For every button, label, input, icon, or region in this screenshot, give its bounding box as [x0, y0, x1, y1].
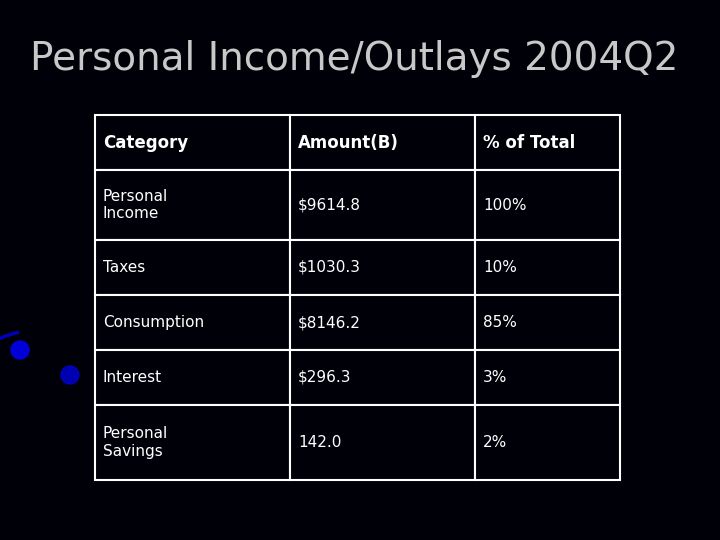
Text: 85%: 85%: [483, 315, 517, 330]
Bar: [290, 350, 475, 405]
Text: Interest: Interest: [103, 370, 162, 385]
Bar: [475, 240, 620, 295]
Bar: [475, 170, 620, 240]
Bar: [290, 240, 475, 295]
Bar: [95, 240, 290, 295]
Bar: [95, 405, 290, 480]
Bar: [290, 405, 475, 480]
Text: Personal
Income: Personal Income: [103, 189, 168, 221]
Text: 100%: 100%: [483, 198, 526, 213]
Bar: [475, 405, 620, 480]
Text: $296.3: $296.3: [298, 370, 351, 385]
Bar: [290, 170, 475, 240]
Bar: [95, 170, 290, 240]
Bar: [290, 115, 475, 170]
Bar: [95, 115, 290, 170]
Text: Category: Category: [103, 133, 188, 152]
Text: Personal Income/Outlays 2004Q2: Personal Income/Outlays 2004Q2: [30, 40, 678, 78]
Text: 10%: 10%: [483, 260, 517, 275]
Text: Consumption: Consumption: [103, 315, 204, 330]
Circle shape: [61, 366, 79, 384]
Circle shape: [11, 341, 29, 359]
Bar: [475, 295, 620, 350]
Bar: [290, 295, 475, 350]
Bar: [95, 295, 290, 350]
Text: Personal
Savings: Personal Savings: [103, 426, 168, 458]
Text: Amount(B): Amount(B): [298, 133, 399, 152]
Text: 142.0: 142.0: [298, 435, 341, 450]
Text: $8146.2: $8146.2: [298, 315, 361, 330]
Bar: [95, 350, 290, 405]
Bar: [475, 115, 620, 170]
Bar: [475, 350, 620, 405]
Text: % of Total: % of Total: [483, 133, 575, 152]
Text: Taxes: Taxes: [103, 260, 145, 275]
Text: 2%: 2%: [483, 435, 508, 450]
Text: $1030.3: $1030.3: [298, 260, 361, 275]
Text: 3%: 3%: [483, 370, 508, 385]
Text: $9614.8: $9614.8: [298, 198, 361, 213]
